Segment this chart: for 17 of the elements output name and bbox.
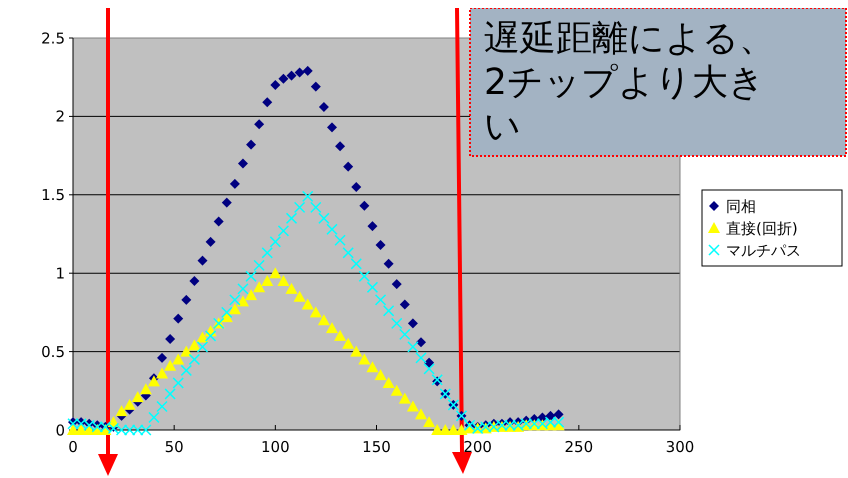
x-tick-label: 100	[261, 438, 290, 456]
x-tick-label: 50	[164, 438, 184, 456]
y-tick-label: 1	[55, 264, 65, 282]
y-tick-label: 2	[55, 108, 65, 126]
y-tick-label: 2.5	[41, 29, 65, 48]
y-tick-label: 1.5	[41, 186, 65, 204]
legend-label: マルチパス	[726, 241, 801, 260]
x-tick-label: 0	[68, 438, 78, 456]
x-tick-label: 250	[564, 438, 594, 456]
legend-label: 同相	[726, 197, 756, 216]
y-tick-label: 0.5	[41, 342, 65, 361]
x-tick-label: 200	[463, 438, 492, 456]
y-tick-label: 0	[55, 421, 65, 440]
x-tick-label: 150	[362, 438, 391, 456]
x-tick-label: 300	[666, 438, 694, 456]
annotation: 遅延距離による、2チップより大きい	[484, 18, 775, 147]
legend-label: 直接(回折)	[726, 219, 798, 238]
